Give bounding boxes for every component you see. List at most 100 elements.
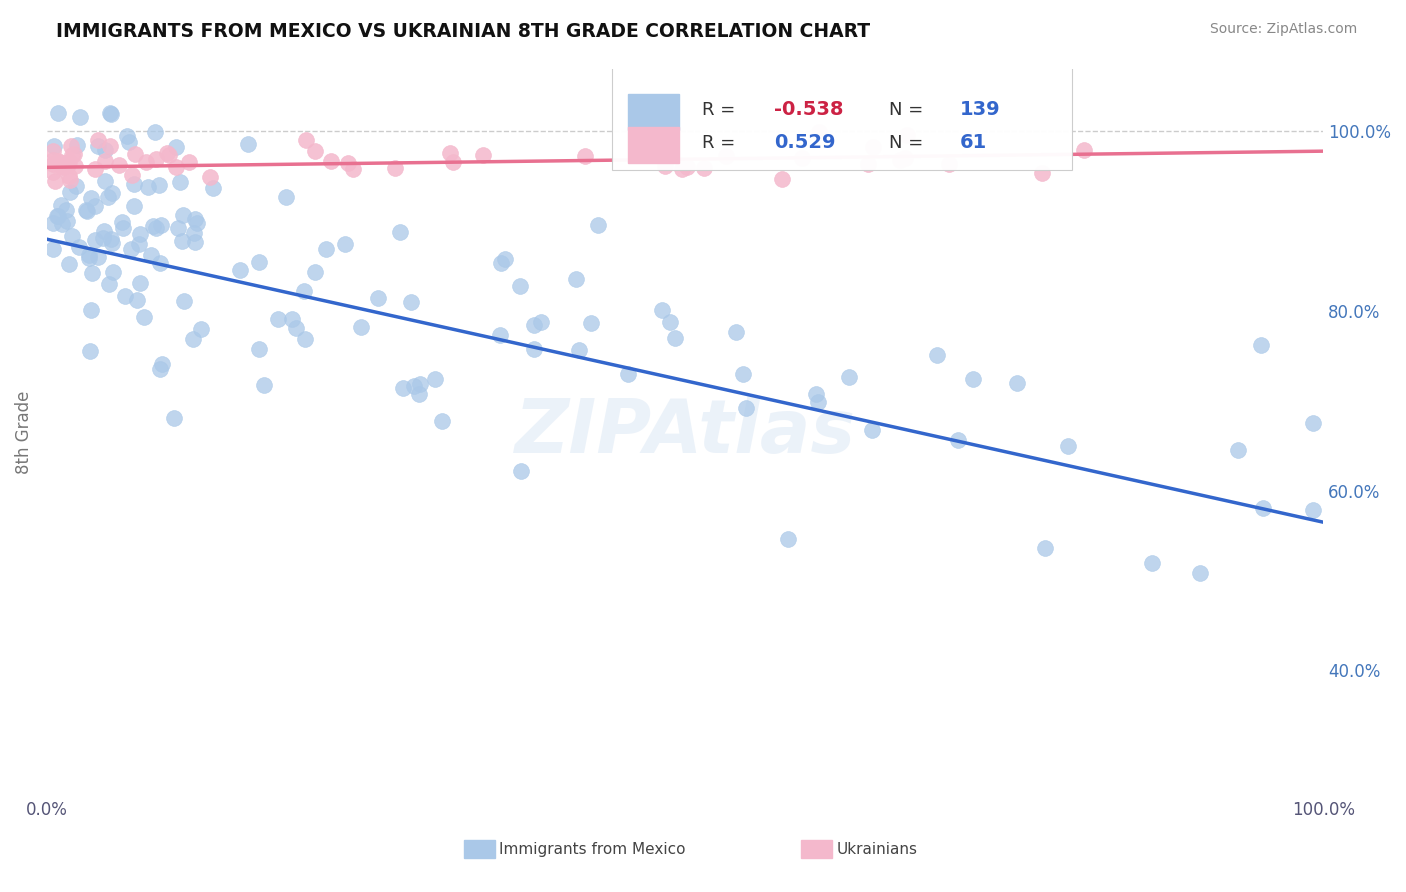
- Point: [169, 175, 191, 189]
- Point: [1140, 556, 1163, 570]
- Point: [87, 250, 110, 264]
- Point: [51, 159, 73, 173]
- Point: [135, 154, 157, 169]
- Point: [838, 369, 860, 384]
- Point: [103, 265, 125, 279]
- Point: [430, 414, 453, 428]
- Point: [806, 395, 828, 409]
- Point: [925, 349, 948, 363]
- Point: [651, 303, 673, 318]
- Point: [190, 322, 212, 336]
- Point: [692, 161, 714, 175]
- Point: [1005, 376, 1028, 391]
- Point: [142, 219, 165, 233]
- Point: [87, 133, 110, 147]
- Text: Immigrants from Mexico: Immigrants from Mexico: [499, 842, 686, 856]
- Point: [184, 211, 207, 226]
- Point: [616, 367, 638, 381]
- Point: [342, 161, 364, 176]
- Point: [1033, 541, 1056, 556]
- Point: [664, 331, 686, 345]
- Point: [530, 315, 553, 329]
- Point: [181, 332, 204, 346]
- Point: [568, 343, 591, 357]
- Point: [1226, 443, 1249, 458]
- Point: [77, 251, 100, 265]
- Point: [48, 154, 70, 169]
- Point: [654, 159, 676, 173]
- Point: [304, 145, 326, 159]
- Point: [100, 232, 122, 246]
- Point: [962, 372, 984, 386]
- Point: [471, 148, 494, 162]
- Point: [284, 321, 307, 335]
- Point: [52, 160, 75, 174]
- Point: [586, 218, 609, 232]
- Point: [731, 367, 754, 381]
- Point: [149, 362, 172, 376]
- Point: [439, 146, 461, 161]
- Point: [42, 144, 65, 158]
- Point: [46, 106, 69, 120]
- Text: -0.538: -0.538: [775, 101, 844, 120]
- Point: [128, 236, 150, 251]
- Point: [111, 215, 134, 229]
- Point: [62, 147, 84, 161]
- Point: [98, 106, 121, 120]
- Point: [143, 125, 166, 139]
- Text: 61: 61: [959, 133, 987, 153]
- Point: [671, 161, 693, 176]
- Point: [42, 216, 65, 230]
- Point: [152, 358, 174, 372]
- Point: [156, 145, 179, 160]
- Point: [145, 221, 167, 235]
- Point: [145, 152, 167, 166]
- Point: [581, 316, 603, 330]
- Point: [101, 186, 124, 200]
- Point: [790, 151, 813, 165]
- Point: [494, 252, 516, 267]
- Point: [69, 111, 91, 125]
- Point: [49, 158, 72, 172]
- Point: [111, 221, 134, 235]
- Text: Source: ZipAtlas.com: Source: ZipAtlas.com: [1209, 22, 1357, 37]
- Point: [84, 234, 107, 248]
- Y-axis label: 8th Grade: 8th Grade: [15, 391, 32, 474]
- Point: [56, 158, 79, 172]
- Point: [75, 203, 97, 218]
- Point: [776, 532, 799, 546]
- Point: [114, 289, 136, 303]
- Bar: [627, 127, 679, 163]
- Point: [716, 149, 738, 163]
- Point: [350, 319, 373, 334]
- Point: [45, 209, 67, 223]
- Point: [1302, 503, 1324, 517]
- Point: [97, 277, 120, 291]
- Text: 139: 139: [959, 101, 1000, 120]
- Point: [281, 311, 304, 326]
- Text: 0.529: 0.529: [775, 133, 835, 153]
- Point: [79, 344, 101, 359]
- Point: [253, 377, 276, 392]
- Point: [42, 156, 65, 170]
- Point: [201, 181, 224, 195]
- Point: [183, 226, 205, 240]
- Point: [60, 229, 83, 244]
- Point: [523, 318, 546, 333]
- Point: [808, 125, 831, 139]
- Text: IMMIGRANTS FROM MEXICO VS UKRAINIAN 8TH GRADE CORRELATION CHART: IMMIGRANTS FROM MEXICO VS UKRAINIAN 8TH …: [56, 22, 870, 41]
- Point: [93, 231, 115, 245]
- Point: [402, 379, 425, 393]
- Point: [167, 221, 190, 235]
- Point: [319, 153, 342, 168]
- Point: [60, 148, 83, 162]
- Point: [122, 177, 145, 191]
- Point: [315, 242, 337, 256]
- Point: [948, 434, 970, 448]
- Point: [86, 138, 108, 153]
- Point: [489, 255, 512, 269]
- Point: [80, 266, 103, 280]
- Point: [94, 153, 117, 168]
- Point: [134, 310, 156, 325]
- Text: R =: R =: [702, 134, 735, 152]
